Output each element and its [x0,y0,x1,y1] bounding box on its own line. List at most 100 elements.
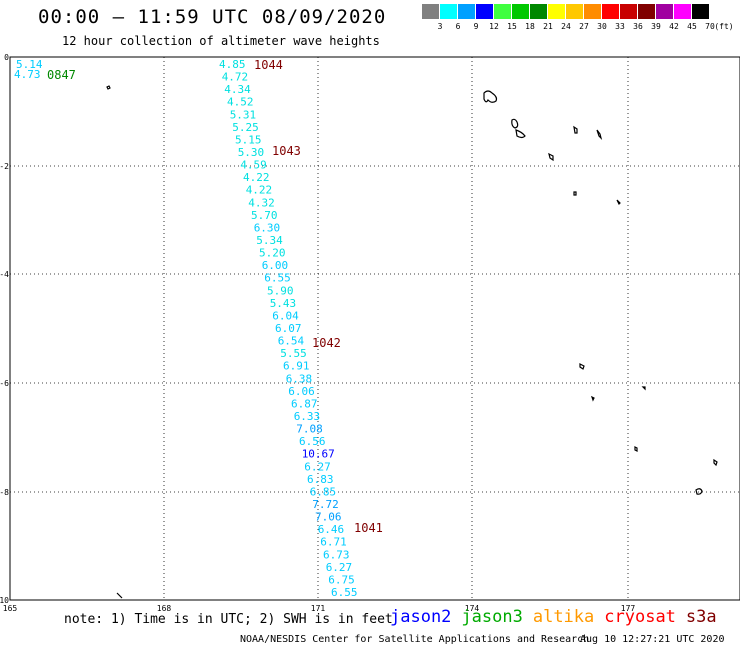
satellite-legend-entry: jason2 [390,607,452,627]
colorbar-label: 21 [543,22,553,31]
colorbar-swatch [602,4,619,19]
wave-height-value: 7.08 [296,423,323,436]
longitude-label: 174 [465,604,480,613]
generated-timestamp: Aug 10 12:27:21 UTC 2020 [580,634,725,645]
colorbar-swatch [638,4,655,19]
wave-height-value: 6.55 [264,272,291,285]
wave-height-value: 6.27 [304,460,331,473]
colorbar-unit: (ft) [714,22,734,31]
latitude-label: -6 [0,379,9,388]
colorbar-swatch [422,4,439,19]
wave-height-value: 4.73 [14,68,41,81]
colorbar-label: 45 [687,22,697,31]
colorbar-swatch [548,4,565,19]
wave-height-value: 6.06 [288,385,315,398]
wave-height-value: 6.75 [328,573,355,586]
wave-height-value: 6.73 [323,548,350,561]
island-outline [548,152,554,162]
latitude-label: 0 [4,53,9,62]
island-outline [616,199,621,206]
longitude-label: 165 [3,604,18,613]
island-outline [579,363,585,370]
colorbar-swatch [494,4,511,19]
colorbar-label: 24 [561,22,571,31]
wave-height-value: 7.06 [315,511,342,524]
colorbar-swatch [458,4,475,19]
wave-height-value: 6.33 [294,410,321,423]
wave-height-value: 10.67 [302,448,335,461]
island-outline [590,395,595,402]
wave-height-value: 6.83 [307,473,334,486]
island-outline [116,592,123,599]
colorbar-swatch [566,4,583,19]
colorbar-label: 33 [615,22,625,31]
colorbar-swatch [440,4,457,19]
wave-height-value: 4.22 [246,184,273,197]
wave-height-value: 6.38 [286,372,313,385]
wave-height-value: 4.22 [243,171,270,184]
colorbar-label: 27 [579,22,589,31]
wave-height-value: 5.14 [16,58,43,71]
colorbar-swatch [656,4,673,19]
map-grid: 165 168 171 174 177 0 -2 -4 -6 -8 -10 [0,53,740,613]
wave-height-value: 6.00 [262,259,289,272]
wave-height-value: 4.72 [222,71,249,84]
wave-height-value: 4.85 [219,58,246,71]
altimeter-tracks: 5.144.73 4.854.724.344.525.315.255.155.30… [14,58,358,599]
wave-height-value: 5.15 [235,133,262,146]
colorbar-swatch [584,4,601,19]
map-frame [9,56,740,601]
pass-time-marker: 1043 [272,144,301,158]
colorbar-label: 18 [525,22,535,31]
pass-time-marker: 1044 [254,58,283,72]
satellite-legend-entry: altika [532,607,595,627]
colorbar-swatch [512,4,529,19]
wave-height-value: 6.85 [310,485,337,498]
colorbar-label: 39 [651,22,661,31]
time-markers: 0847 1044 1043 1042 1041 [47,58,383,535]
island-outline [515,129,526,139]
wave-height-value: 6.27 [326,561,353,574]
wave-height-value: 6.71 [320,536,347,549]
wave-height-value: 6.04 [272,309,299,322]
satellite-legend: jason2 jason3 altika cryosat s3a [390,607,727,627]
wave-height-value: 7.72 [312,498,339,511]
latitude-label: -8 [0,488,9,497]
longitude-label: 177 [621,604,636,613]
colorbar-swatch [674,4,691,19]
colorbar-swatch [620,4,637,19]
chart-title: 00:00 – 11:59 UTC 08/09/2020 [38,6,387,28]
pass-time-marker: 1041 [354,521,383,535]
colorbar-swatch [476,4,493,19]
credit-text: NOAA/NESDIS Center for Satellite Applica… [240,634,590,645]
longitude-label: 171 [311,604,326,613]
island-outline [483,90,498,103]
chart-subtitle: 12 hour collection of altimeter wave hei… [62,34,380,48]
island-outline [641,386,646,391]
wave-height-value: 4.34 [224,83,251,96]
wave-height-value: 6.30 [254,221,281,234]
island-outline [573,125,578,134]
wave-height-value: 6.56 [299,435,326,448]
latitude-label: -2 [0,162,9,171]
wave-height-value: 5.31 [230,108,257,121]
wave-height-value: 5.70 [251,209,278,222]
colorbar-label: 30 [597,22,607,31]
satellite-legend-entry: cryosat [604,607,676,627]
latitude-label: -4 [0,270,9,279]
note-text: note: 1) Time is in UTC; 2) SWH is in fe… [64,612,393,627]
colorbar-label: 6 [455,22,461,31]
colorbar-label: 70 [705,22,715,31]
satellite-legend-entry: jason3 [461,607,523,627]
island-outline [713,458,718,467]
island-outline [511,118,519,129]
wave-height-value: 5.55 [280,347,307,360]
pass-time-marker: 1042 [312,336,341,350]
wave-height-value: 5.20 [259,247,286,260]
island-outline [106,85,111,90]
colorbar-label: 42 [669,22,679,31]
pass-time-marker: 0847 [47,68,76,82]
wave-height-value: 6.46 [318,523,345,536]
wave-height-value: 6.55 [331,586,358,599]
